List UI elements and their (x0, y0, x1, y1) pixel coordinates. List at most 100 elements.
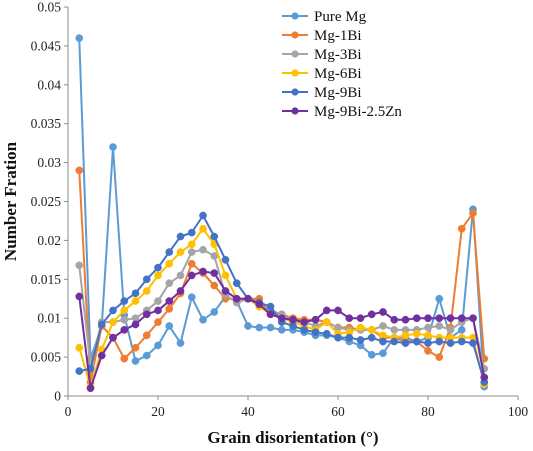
data-point (142, 287, 151, 295)
legend-label: Mg-6Bi (314, 66, 362, 82)
data-point (187, 293, 196, 302)
legend-item: Mg-6Bi (282, 66, 362, 82)
data-point (345, 314, 354, 323)
y-tick-label: 0.02 (37, 233, 61, 248)
data-point (356, 323, 365, 332)
data-point (187, 248, 196, 256)
data-point (97, 351, 106, 360)
data-point (446, 339, 455, 347)
data-point (244, 322, 252, 330)
data-point (379, 308, 387, 316)
legend-swatch-marker (291, 88, 299, 96)
data-point (322, 306, 331, 315)
y-tick-label: 0.04 (37, 77, 61, 92)
data-point (469, 339, 477, 347)
legend-swatch-marker (291, 12, 299, 20)
data-point (390, 326, 399, 334)
legend-item: Pure Mg (282, 9, 367, 25)
data-point (266, 323, 275, 332)
data-point (199, 245, 207, 254)
x-tick-label: 20 (151, 404, 165, 419)
data-point (412, 329, 421, 338)
data-point (469, 314, 477, 323)
series-mg-9bi-2-5zn (75, 267, 489, 393)
data-point (401, 331, 410, 340)
data-point (199, 267, 207, 276)
legend-item: Mg-1Bi (282, 28, 362, 44)
data-point (187, 271, 196, 280)
data-point (300, 318, 309, 326)
data-point (165, 248, 174, 256)
y-tick-label: 0.01 (37, 311, 61, 326)
data-point (446, 326, 455, 334)
data-point (266, 302, 275, 311)
data-point (435, 314, 444, 323)
data-point (120, 326, 129, 334)
legend: Pure Mg Mg-1Bi Mg-3Bi Mg-6Bi Mg-9Bi Mg-9Bi-2.… (282, 9, 402, 120)
data-point (334, 333, 342, 342)
y-tick-label: 0.005 (31, 350, 62, 365)
data-point (86, 384, 95, 393)
data-point (255, 323, 264, 332)
data-point (457, 326, 466, 334)
data-point (120, 315, 129, 324)
y-tick-label: 0.045 (31, 38, 62, 53)
data-point (367, 310, 376, 319)
data-point (210, 308, 219, 316)
data-point (457, 314, 466, 323)
x-tick-label: 100 (508, 404, 529, 419)
y-tick-label: 0.05 (37, 0, 61, 15)
data-point (232, 294, 241, 303)
data-point (75, 261, 84, 270)
data-point (75, 292, 84, 301)
data-point (120, 354, 129, 363)
data-point (109, 333, 117, 342)
data-point (412, 337, 421, 346)
data-point (412, 314, 421, 323)
data-point (367, 333, 376, 342)
data-point (109, 306, 117, 315)
x-tick-label: 60 (331, 404, 345, 419)
data-point (424, 331, 432, 340)
x-tick-label: 0 (65, 404, 72, 419)
data-point (176, 248, 185, 256)
data-point (154, 318, 162, 326)
data-point (379, 322, 387, 330)
data-point (401, 339, 410, 347)
data-point (457, 337, 466, 346)
data-point (176, 271, 185, 280)
y-tick-label: 0.03 (37, 155, 61, 170)
data-point (165, 259, 174, 268)
data-point (75, 166, 84, 175)
data-point (244, 294, 252, 303)
data-point (154, 263, 162, 272)
data-point (120, 297, 129, 305)
x-axis-title: Grain disorientation (°) (207, 428, 378, 447)
data-point (424, 314, 432, 323)
data-point (109, 143, 117, 151)
data-point (379, 349, 387, 358)
data-point (131, 320, 140, 329)
data-point (221, 256, 230, 264)
data-point (469, 209, 477, 218)
legend-label: Mg-3Bi (314, 47, 362, 63)
data-point (75, 367, 84, 375)
data-point (165, 297, 174, 305)
data-point (165, 305, 174, 313)
data-point (311, 328, 320, 337)
data-point (435, 353, 444, 361)
data-point (210, 281, 219, 290)
data-point (356, 336, 365, 344)
data-point (131, 343, 140, 352)
legend-label: Pure Mg (314, 9, 367, 25)
legend-item: Mg-9Bi (282, 85, 362, 101)
data-point (457, 224, 466, 233)
legend-swatch-marker (291, 107, 299, 115)
data-point (154, 341, 162, 350)
data-point (131, 289, 140, 298)
y-axis-title: Number Fration (1, 141, 20, 261)
data-point (435, 294, 444, 303)
data-point (199, 315, 207, 324)
data-point (199, 224, 207, 233)
